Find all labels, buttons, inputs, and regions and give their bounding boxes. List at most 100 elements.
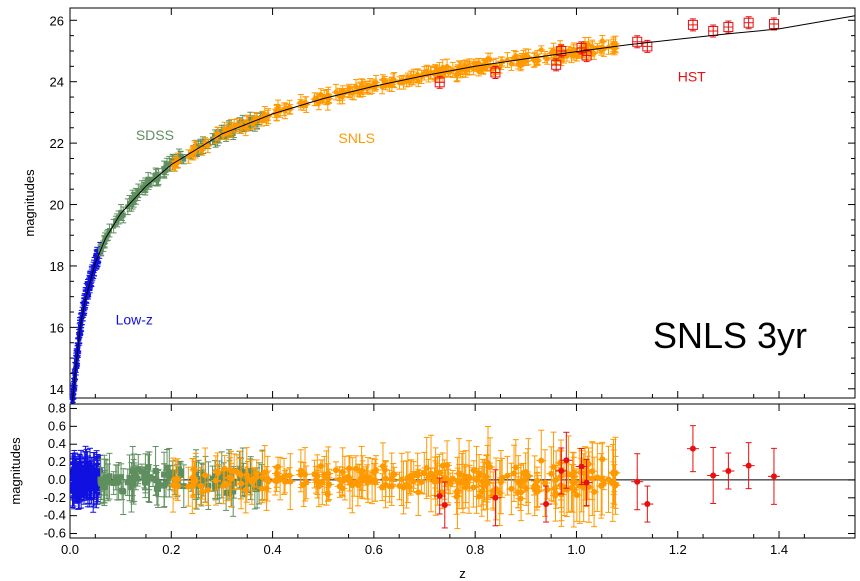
- hst-top-point: [576, 41, 587, 55]
- top-point-marker: [191, 144, 197, 150]
- hst-top-point-marker: [723, 22, 734, 33]
- residual-point-marker: [106, 473, 113, 480]
- y-tick-label: 0.2: [48, 454, 66, 469]
- top-point: [331, 83, 340, 101]
- top-point-marker: [513, 53, 519, 59]
- top-point: [344, 83, 353, 94]
- residual-point: [80, 469, 87, 502]
- top-point-marker: [465, 66, 471, 72]
- residual-point-marker: [110, 480, 117, 487]
- residual-point: [131, 453, 138, 502]
- x-tick-label: 0.6: [365, 542, 383, 557]
- residual-point: [162, 469, 169, 498]
- top-point-marker: [256, 117, 262, 123]
- top-point-marker: [611, 45, 617, 51]
- top-point: [114, 213, 121, 228]
- hst-top-point: [642, 39, 653, 53]
- x-tick-label: 0.4: [264, 542, 282, 557]
- top-point-marker: [153, 172, 159, 178]
- residual-point-marker: [241, 483, 248, 490]
- hst-top-point: [434, 75, 445, 89]
- top-y-axis-label: magnitudes: [22, 169, 37, 237]
- residual-point: [71, 466, 78, 499]
- residual-point-marker: [94, 475, 100, 481]
- hst-top-point-marker: [576, 42, 587, 53]
- x-tick-label: 0.0: [61, 542, 79, 557]
- top-point: [475, 57, 484, 69]
- residual-point-marker: [119, 487, 126, 494]
- top-point-marker: [346, 85, 352, 91]
- top-point-marker: [444, 63, 450, 69]
- hst-top-point: [743, 16, 754, 30]
- hst-top-point: [551, 58, 562, 72]
- residual-point: [100, 471, 107, 504]
- y-tick-label: 22: [50, 136, 64, 151]
- hst-top-point: [490, 65, 501, 79]
- top-point-marker: [333, 89, 339, 95]
- top-point: [232, 118, 241, 133]
- top-point-marker: [118, 209, 124, 215]
- top-point: [455, 60, 464, 74]
- top-point: [169, 160, 178, 171]
- bottom-panel: 0.0 0.2 0.4 0.6 0.8 1.0 1.2 1.4 -0.6 -0.4 -0.2 0.0 0…: [8, 400, 856, 581]
- top-point-marker: [111, 223, 117, 229]
- top-point-marker: [100, 243, 106, 249]
- residual-point-marker: [76, 486, 82, 492]
- top-point-marker: [538, 47, 544, 53]
- hst-top-point: [632, 35, 643, 49]
- top-point-marker: [135, 188, 141, 194]
- top-point-marker: [259, 118, 265, 124]
- residual-point-marker: [145, 475, 152, 482]
- top-point-marker: [243, 125, 249, 131]
- hst-top-point: [581, 49, 592, 63]
- top-point: [227, 118, 236, 136]
- top-point: [469, 63, 478, 76]
- top-point: [190, 140, 199, 154]
- series-label-hst: HST: [678, 69, 706, 85]
- residual-point-marker: [77, 483, 83, 489]
- hst-top-point-marker: [743, 17, 754, 28]
- residual-point-marker: [164, 464, 171, 471]
- top-point: [422, 64, 431, 78]
- residual-point-marker: [130, 478, 137, 485]
- residual-point-marker: [317, 463, 324, 470]
- hst-top-point: [768, 17, 779, 31]
- y-tick-label: 16: [50, 320, 64, 335]
- residual-point-marker: [256, 480, 263, 487]
- top-point: [262, 112, 271, 127]
- residual-point-marker: [177, 471, 184, 478]
- top-point-marker: [164, 161, 170, 167]
- bottom-axis-ticks: 0.0 0.2 0.4 0.6 0.8 1.0 1.2 1.4 -0.6 -0.4 -0.2 0.0 0…: [44, 400, 855, 557]
- top-point-marker: [535, 58, 541, 64]
- top-point-marker: [389, 82, 395, 88]
- residual-point-marker: [149, 475, 156, 482]
- residual-point-marker: [167, 474, 174, 481]
- top-point-marker: [371, 81, 377, 87]
- y-tick-label: -0.2: [44, 490, 66, 505]
- residual-point-marker: [153, 485, 160, 492]
- x-tick-label: 1.4: [770, 542, 788, 557]
- top-point-marker: [176, 153, 182, 159]
- series-label-low-z: Low-z: [116, 311, 153, 327]
- top-point: [119, 210, 126, 222]
- residual-point: [105, 463, 112, 502]
- top-point-marker: [119, 213, 125, 219]
- top-point-marker: [181, 156, 187, 162]
- hst-top-point-marker: [551, 59, 562, 70]
- y-tick-label: 24: [50, 75, 64, 90]
- residual-point-marker: [97, 476, 104, 483]
- top-point-marker: [359, 84, 365, 90]
- x-tick-label: 0.8: [466, 542, 484, 557]
- y-tick-label: 0.0: [48, 472, 66, 487]
- y-tick-label: 26: [50, 13, 64, 28]
- residual-point-marker: [114, 479, 121, 486]
- residual-point-marker: [77, 470, 83, 476]
- top-point-marker: [228, 124, 234, 130]
- residual-point-marker: [94, 473, 100, 479]
- top-point-marker: [114, 217, 120, 223]
- residual-point-marker: [138, 468, 145, 475]
- residual-point: [142, 466, 149, 490]
- hst-top-point: [687, 18, 698, 32]
- top-point-marker: [544, 56, 550, 62]
- top-point-marker: [163, 167, 169, 173]
